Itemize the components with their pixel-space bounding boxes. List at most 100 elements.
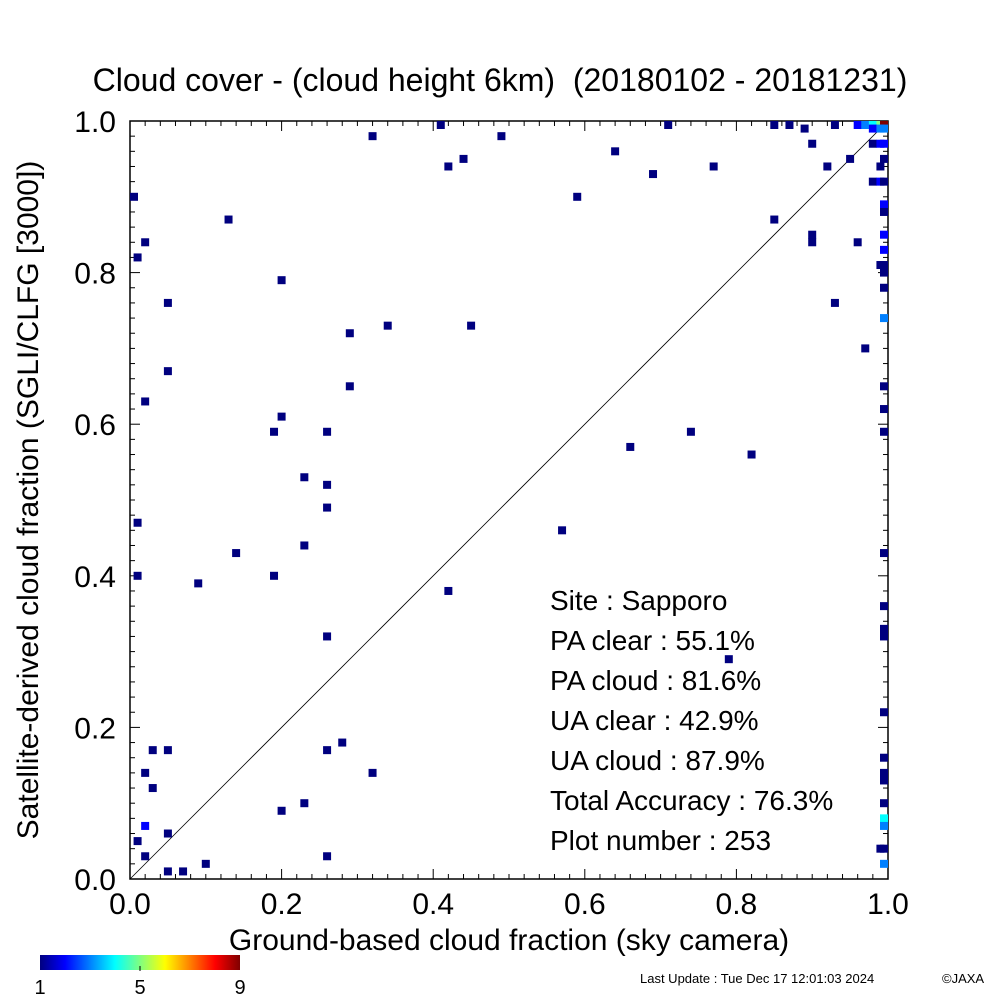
data-point	[709, 162, 718, 171]
data-point	[880, 768, 888, 777]
data-point	[880, 177, 888, 186]
x-tick-labels: 0.0 0.2 0.4 0.6 0.8 1.0	[109, 888, 909, 921]
data-point	[323, 632, 332, 641]
data-point	[724, 655, 733, 664]
data-point	[133, 253, 142, 262]
data-point	[345, 382, 354, 391]
data-point	[368, 768, 377, 777]
data-point	[163, 298, 172, 307]
data-point	[277, 412, 286, 421]
data-point	[861, 344, 870, 353]
data-point	[626, 442, 635, 451]
data-point	[880, 245, 888, 254]
data-point	[880, 124, 888, 133]
colorbar-labels: 1 5 9	[34, 977, 245, 999]
data-point	[880, 261, 888, 270]
data-point	[880, 207, 888, 216]
data-point	[785, 121, 794, 129]
data-point	[853, 238, 862, 247]
data-point	[861, 121, 870, 129]
x-tick-label: 0.4	[412, 888, 454, 921]
data-point	[880, 382, 888, 391]
y-tick-label: 0.8	[74, 258, 116, 291]
data-point	[880, 154, 888, 163]
data-point	[163, 829, 172, 838]
data-point	[880, 814, 888, 823]
data-point	[880, 427, 888, 436]
data-point	[880, 283, 888, 292]
data-point	[436, 121, 445, 129]
data-point	[444, 162, 453, 171]
data-point	[141, 768, 150, 777]
data-point	[133, 518, 142, 527]
data-point	[880, 268, 888, 277]
data-point	[270, 427, 279, 436]
colorbar-gradient	[40, 955, 240, 970]
data-point	[868, 177, 877, 186]
data-point	[880, 549, 888, 558]
data-point	[808, 230, 817, 239]
data-point	[194, 579, 203, 588]
data-point	[558, 526, 567, 535]
data-point	[338, 738, 347, 747]
colorbar-label: 1	[34, 977, 45, 999]
data-point	[880, 602, 888, 611]
y-tick-label: 0.0	[74, 864, 116, 897]
data-point	[664, 121, 673, 129]
data-point	[880, 230, 888, 239]
data-point	[323, 852, 332, 861]
stats-box: Site : Sapporo PA clear : 55.1% PA cloud :…	[550, 585, 833, 856]
y-axis-label: Satellite-derived cloud fraction (SGLI/C…	[12, 161, 45, 840]
data-point	[383, 321, 392, 330]
x-axis-label: Ground-based cloud fraction (sky camera)	[229, 924, 789, 957]
stat-line: Plot number : 253	[550, 825, 771, 856]
data-point	[141, 397, 150, 406]
colorbar-label: 9	[234, 977, 245, 999]
data-point	[133, 571, 142, 580]
data-point	[649, 170, 658, 179]
data-point	[808, 238, 817, 247]
stat-line: PA cloud : 81.6%	[550, 665, 761, 696]
colorbar-label: 5	[134, 977, 145, 999]
data-point	[830, 298, 839, 307]
data-point	[823, 162, 832, 171]
chart-title: Cloud cover - (cloud height 6km) (201801…	[93, 62, 908, 98]
data-point	[277, 276, 286, 285]
stat-line: Site : Sapporo	[550, 585, 727, 616]
data-point	[770, 121, 779, 129]
stat-line: UA clear : 42.9%	[550, 705, 759, 736]
data-point	[573, 192, 582, 201]
data-point	[270, 571, 279, 580]
data-point	[141, 852, 150, 861]
data-point	[880, 821, 888, 830]
data-point	[876, 162, 885, 171]
data-point	[300, 473, 309, 482]
data-point	[163, 867, 172, 876]
data-point	[686, 427, 695, 436]
data-point	[876, 844, 885, 853]
stat-line: PA clear : 55.1%	[550, 625, 755, 656]
data-point	[747, 450, 756, 459]
data-point	[853, 121, 862, 129]
x-tick-label: 0.6	[564, 888, 606, 921]
data-point	[345, 329, 354, 338]
data-point	[770, 215, 779, 224]
data-point	[611, 147, 620, 156]
y-tick-label: 1.0	[74, 106, 116, 139]
data-point	[880, 200, 888, 209]
one-to-one-line	[129, 120, 889, 880]
colorbar: 1 5 9	[34, 955, 246, 999]
y-tick-label: 0.2	[74, 712, 116, 745]
data-point	[830, 121, 839, 129]
data-point	[444, 586, 453, 595]
data-point	[880, 624, 888, 633]
data-point	[800, 124, 809, 133]
data-point	[459, 154, 468, 163]
data-point	[368, 132, 377, 141]
y-tick-label: 0.4	[74, 561, 116, 594]
data-point	[277, 806, 286, 815]
y-tick-label: 0.6	[74, 409, 116, 442]
x-tick-label: 1.0	[867, 888, 909, 921]
data-point	[880, 405, 888, 414]
data-point	[880, 139, 888, 148]
